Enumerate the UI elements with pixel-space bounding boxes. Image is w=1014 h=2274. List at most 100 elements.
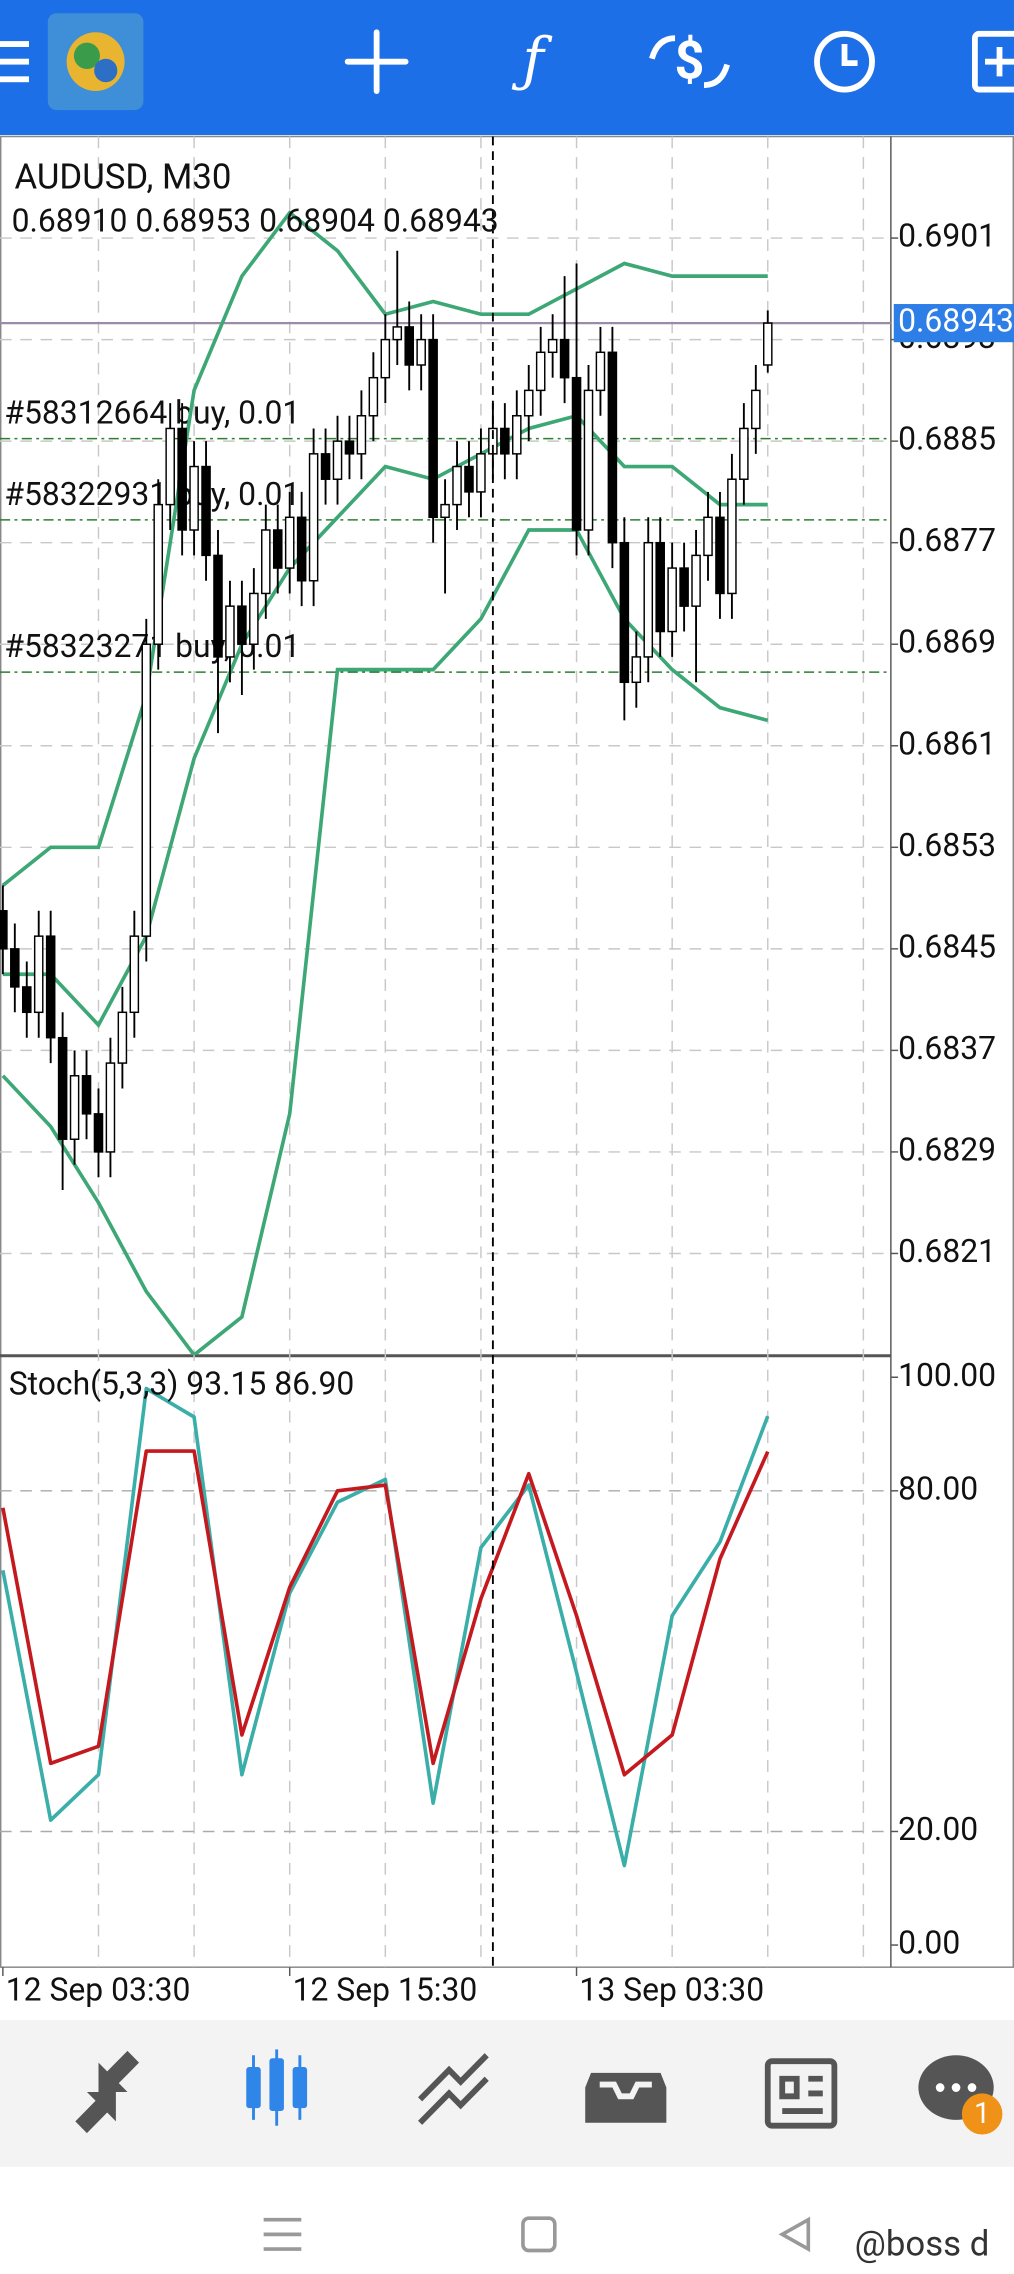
stoch-tick-label: 80.00 (898, 1469, 978, 1507)
candle-body (213, 554, 223, 658)
stoch-title: Stoch(5,3,3) 93.15 86.90 (9, 1364, 355, 1402)
candle-body (643, 541, 654, 658)
ohlc-header: 0.68910 0.68953 0.68904 0.68943 (12, 201, 499, 239)
candle-body (201, 465, 211, 557)
candle-body (392, 326, 403, 341)
candle-body (81, 1075, 92, 1115)
y-tick-label: 0.6901 (898, 216, 996, 254)
candle-body (440, 503, 450, 519)
candle-body (33, 935, 44, 1014)
candle-body (69, 1075, 80, 1140)
candle-body (57, 1036, 68, 1140)
order-label: #58312664 buy, 0.01 (4, 393, 300, 431)
stochastic (1, 1386, 770, 1868)
chat-tab[interactable] (918, 2055, 1003, 2135)
y-tick-label: 0.6821 (898, 1232, 996, 1270)
candle-body (535, 351, 546, 392)
candle-body (607, 351, 618, 544)
candles (0, 250, 773, 1191)
recents-button[interactable] (263, 2217, 302, 2251)
candle-body (416, 338, 426, 366)
bottom-nav (0, 2020, 1014, 2167)
candle-body (691, 554, 701, 607)
candle-body (452, 465, 462, 506)
chat-badge: 1 (974, 2097, 990, 2131)
chart: 0.6821 0.6829 0.6837 0.6845 0.6853 0.6861 0.68… (0, 136, 1014, 2009)
candle-body (739, 427, 749, 480)
candle-body (320, 453, 331, 480)
candle-body (261, 529, 271, 595)
stoch-line (1, 1386, 770, 1868)
svg-text:$: $ (675, 29, 705, 91)
candle-body (272, 529, 283, 569)
candle-body (679, 567, 689, 607)
candle-body (21, 986, 32, 1014)
candle-body (500, 427, 510, 455)
trade-button[interactable]: $ (649, 29, 730, 92)
candle-body (523, 389, 534, 417)
candle-body (464, 465, 474, 493)
candle-body (547, 338, 558, 354)
candle-body (368, 376, 379, 417)
candle-body (571, 376, 582, 531)
chart-title: AUDUSD, M30 (14, 156, 231, 197)
price-tag-label: 0.68943 (898, 301, 1014, 339)
candle-body (332, 440, 343, 480)
candle-body (0, 910, 8, 950)
candle-body (153, 503, 164, 645)
candle-body (237, 605, 247, 645)
candle-body (428, 338, 438, 519)
add-button[interactable] (971, 30, 1014, 93)
candle-body (667, 567, 677, 633)
candle-body (296, 516, 307, 582)
stoch-line (1, 1449, 770, 1777)
quotes-tab[interactable] (75, 2050, 140, 2134)
y-tick-label: 0.6877 (898, 521, 996, 559)
candle-body (93, 1113, 104, 1153)
stoch-tick-label: 20.00 (898, 1810, 978, 1848)
crosshair-button[interactable] (344, 29, 409, 94)
candle-body (308, 453, 319, 582)
candle-body (249, 592, 259, 645)
x-tick-label: 12 Sep 03:30 (6, 1970, 191, 2008)
candle-body (559, 338, 570, 379)
back-button[interactable] (778, 2216, 811, 2253)
price-tag (893, 304, 1014, 343)
candle-body (129, 935, 140, 1014)
candle-body (512, 415, 522, 455)
candle-body (117, 1011, 128, 1064)
candle-body (751, 389, 761, 430)
y-tick-label: 0.6845 (898, 927, 996, 965)
candle-body (655, 541, 665, 633)
candle-body (631, 656, 642, 684)
candle-body (488, 427, 498, 455)
candle-body (595, 351, 606, 392)
android-nav (263, 2216, 811, 2253)
menu-button[interactable] (0, 41, 29, 83)
candle-body (476, 453, 486, 493)
stoch-tick-label: 100.00 (898, 1356, 996, 1394)
candle-body (344, 440, 355, 455)
app-icon[interactable] (47, 13, 144, 111)
y-tick-label: 0.6885 (898, 419, 996, 457)
candle-body (284, 516, 295, 569)
candle-body (715, 516, 725, 595)
candle-body (105, 1062, 116, 1153)
candle-body (583, 389, 594, 531)
candle-body (356, 415, 367, 455)
candle-body (380, 338, 391, 379)
candle-body (141, 643, 152, 937)
history-tab[interactable] (585, 2072, 667, 2123)
y-tick-label: 0.6829 (898, 1130, 996, 1168)
home-button[interactable] (521, 2216, 557, 2253)
chart-tab[interactable] (246, 2049, 308, 2126)
watermark: @boss d (855, 2223, 990, 2264)
news-tab[interactable] (764, 2058, 838, 2129)
period-button[interactable] (814, 30, 875, 93)
candle-body (189, 465, 199, 531)
stoch-tick-label: 0.00 (898, 1923, 960, 1961)
y-tick-label: 0.6861 (898, 724, 996, 762)
candle-body (45, 935, 56, 1039)
trade-tab[interactable] (418, 2053, 489, 2125)
